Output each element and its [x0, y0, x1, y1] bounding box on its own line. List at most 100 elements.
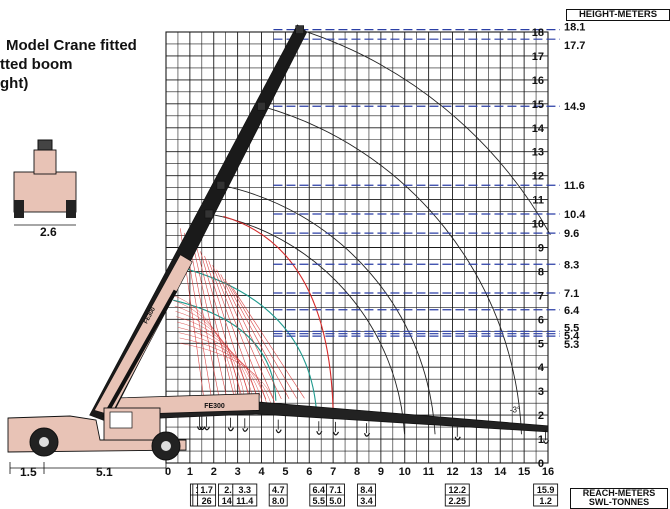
hook-icon [275, 429, 282, 434]
red-hatch-line [220, 274, 282, 400]
x-tick-label: 2 [211, 466, 217, 478]
height-marker-label: 6.4 [564, 305, 580, 317]
hook-icon [227, 427, 234, 432]
x-tick-label: 8 [354, 466, 360, 478]
swl-tonnes-label: SWL-TONNES [588, 497, 650, 507]
red-hatch-line [216, 269, 274, 400]
height-marker-label: 5.3 [564, 339, 579, 351]
load-table-reach: 6.4 [313, 485, 326, 495]
load-table-swl: 1.2 [539, 496, 552, 506]
rear-wheel-hub [161, 441, 171, 451]
red-hatch-arc [179, 337, 272, 406]
chart-grid [165, 31, 549, 464]
load-table-reach: 15.9 [537, 485, 555, 495]
height-marker-label: 5.5 [564, 322, 579, 334]
boom-marking-deck: FE300 [204, 403, 225, 410]
rear-view-body [13, 171, 77, 213]
x-tick-label: 9 [378, 466, 384, 478]
red-hatch-line [224, 278, 290, 399]
reach-swl-header: REACH-METERS SWL-TONNES [570, 488, 668, 509]
load-table-swl: 11.4 [236, 496, 253, 506]
rear-view-wheel-right [66, 200, 76, 218]
boom-sheave [216, 180, 226, 190]
hook-icon [543, 440, 550, 444]
x-tick-label: 10 [399, 466, 411, 478]
load-table-reach: 3.3 [239, 485, 252, 495]
red-hatch-line [204, 255, 251, 400]
y-tick-label: 12 [532, 171, 544, 183]
height-marker-label: 8.3 [564, 259, 579, 271]
cab-window [109, 411, 133, 429]
load-table-reach: 12.2 [449, 485, 467, 495]
load-table-reach: 1.7 [200, 485, 213, 495]
x-tick-label: 4 [258, 466, 265, 478]
rear-view-wheel-left [14, 200, 24, 218]
teal-envelope-arc [177, 266, 317, 411]
load-table-swl: 5.5 [313, 496, 326, 506]
chart-title-line-2: tted boom [0, 56, 73, 73]
x-tick-label: 1 [187, 466, 193, 478]
y-tick-label: 7 [538, 290, 544, 302]
boom-swing-arc [261, 105, 522, 435]
red-hatch-line [192, 242, 228, 401]
rear-view-cab [33, 149, 57, 175]
reach-meters-label: REACH-METERS [582, 488, 656, 498]
hook-icon [196, 426, 203, 431]
grid-frame [165, 31, 549, 464]
load-table-reach: 2.7 [224, 485, 237, 495]
hook-icon [242, 427, 249, 432]
truck-dimension-1: 1.5 [20, 465, 37, 479]
load-table-swl: 5.0 [329, 496, 342, 506]
y-tick-label: 11 [532, 195, 544, 207]
y-tick-label: 0 [538, 458, 544, 470]
boom-swing-arc [220, 184, 436, 435]
red-hatch-arc [176, 316, 255, 406]
boom-sheave [204, 209, 214, 219]
x-tick-label: 16 [542, 466, 554, 478]
y-tick-label: 17 [532, 51, 544, 63]
y-tick-label: 10 [532, 219, 544, 231]
height-marker-labels: 18.1 17.7 14.9 11.6 10.4 9.6 8.3 7.1 6.4 5.55.45.… [564, 22, 586, 351]
x-tick-label: 0 [165, 466, 171, 478]
red-hatch-line [188, 237, 220, 401]
truck-dimension-2: 5.1 [96, 465, 113, 479]
x-tick-label: 14 [494, 466, 507, 478]
y-tick-label: 8 [538, 266, 544, 278]
boom-sheave [295, 25, 305, 34]
y-tick-label: 5 [538, 338, 544, 350]
load-table-reach: 7.1 [329, 485, 342, 495]
x-tick-label: 3 [235, 466, 241, 478]
y-tick-label: 9 [538, 243, 544, 255]
boom-angle-label: -3° [510, 406, 520, 415]
height-marker-label: 14.9 [564, 101, 585, 113]
y-tick-label: 4 [538, 362, 545, 374]
y-tick-label: 13 [532, 147, 544, 159]
height-marker-label: 7.1 [564, 288, 579, 300]
red-hatch-arc [177, 321, 260, 406]
chart-title-line-3: ght) [0, 75, 29, 92]
hook-icon [363, 432, 371, 437]
load-table-reach: 8.4 [360, 485, 373, 495]
x-tick-label: 12 [446, 466, 458, 478]
red-hatch-arc [173, 295, 238, 406]
hook-icon [454, 436, 461, 441]
load-table-swl: 3.4 [360, 496, 373, 506]
load-table-swl: 14.5 [222, 496, 240, 506]
hook-icon [332, 431, 340, 436]
y-tick-label: 15 [532, 99, 544, 111]
red-hatch-line [232, 288, 305, 399]
boom-sheave [257, 101, 266, 111]
y-tick-label: 3 [538, 386, 544, 398]
boom-swing-arc [299, 29, 551, 236]
x-tick-label: 6 [306, 466, 312, 478]
load-table: 1.4301.5281.7262.714.53.311.44.78.06.45.… [189, 483, 559, 507]
load-table-swl: 2.25 [449, 496, 467, 506]
red-hatch-line [208, 260, 259, 400]
height-marker-label: 10.4 [564, 209, 586, 221]
red-hatch-arc [178, 332, 268, 406]
y-tick-label: 18 [532, 27, 544, 39]
height-marker-lines [273, 29, 560, 337]
rear-view-width: 2.6 [40, 225, 57, 239]
height-meters-header: HEIGHT-METERS [566, 9, 670, 21]
